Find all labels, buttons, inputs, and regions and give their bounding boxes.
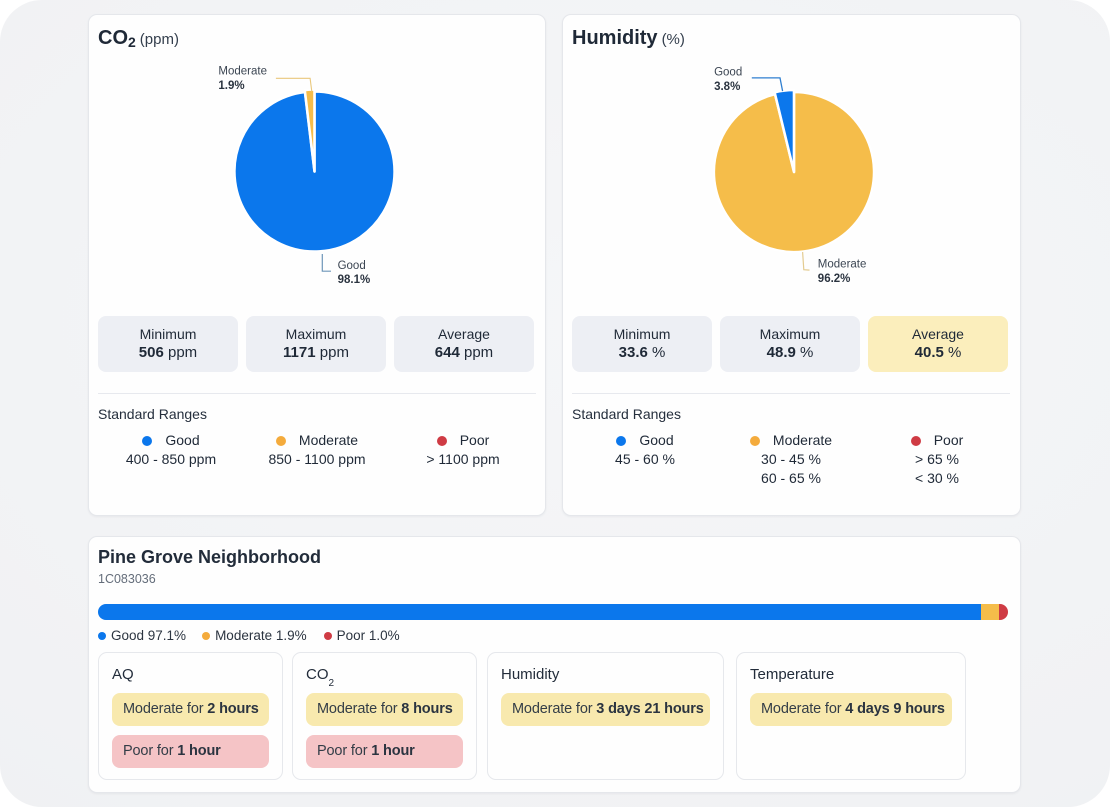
- svg-text:Good: Good: [338, 260, 366, 272]
- svg-text:3.8%: 3.8%: [714, 81, 740, 93]
- svg-text:96.2%: 96.2%: [818, 273, 851, 285]
- svg-text:1.9%: 1.9%: [218, 80, 244, 92]
- svg-text:98.1%: 98.1%: [338, 274, 371, 286]
- svg-text:Good: Good: [714, 66, 742, 78]
- svg-text:Moderate: Moderate: [218, 66, 267, 78]
- svg-text:Moderate: Moderate: [818, 258, 867, 270]
